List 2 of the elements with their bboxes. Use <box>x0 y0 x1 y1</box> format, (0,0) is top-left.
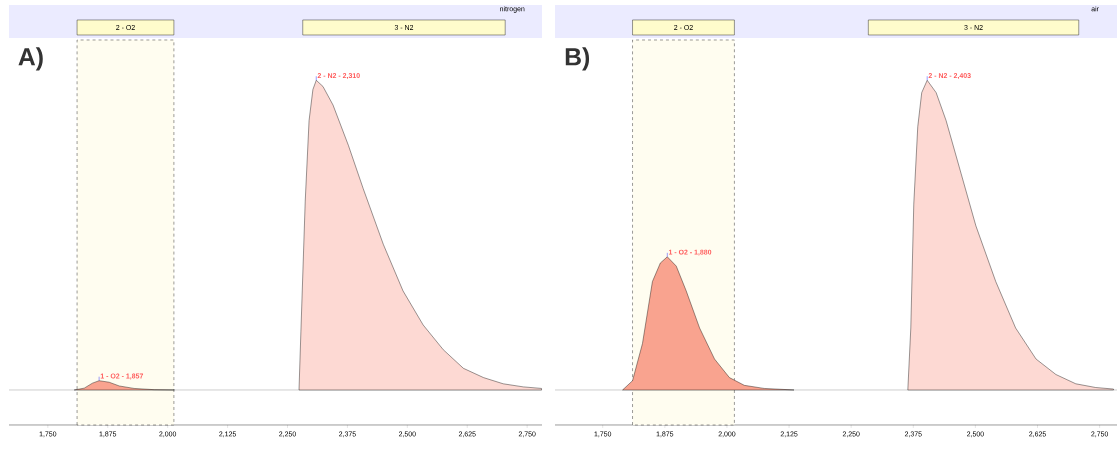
chart-title: B) <box>565 47 590 71</box>
chart-title: A) <box>18 47 43 71</box>
